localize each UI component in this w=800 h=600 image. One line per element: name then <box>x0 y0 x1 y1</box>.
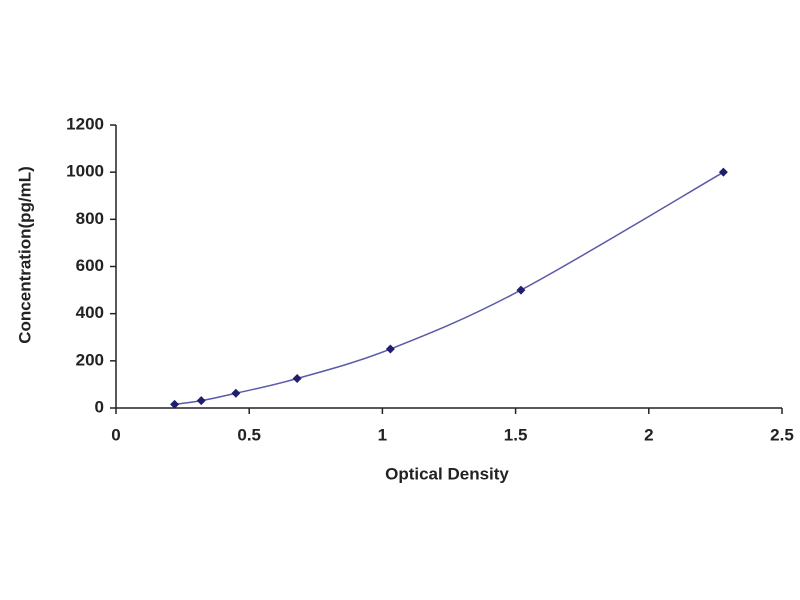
data-point <box>231 388 241 398</box>
x-tick-label: 1.5 <box>504 425 528 444</box>
data-point <box>516 285 526 295</box>
y-tick-label: 1200 <box>66 114 104 133</box>
x-tick-label: 1 <box>378 425 387 444</box>
data-point <box>196 396 206 406</box>
y-tick-label: 200 <box>76 350 104 369</box>
y-tick-label: 0 <box>95 397 104 416</box>
data-point <box>170 399 180 409</box>
data-point <box>718 167 728 177</box>
x-tick-label: 2 <box>644 425 653 444</box>
data-point <box>385 344 395 354</box>
y-tick-label: 400 <box>76 303 104 322</box>
y-tick-label: 600 <box>76 256 104 275</box>
x-axis-label: Optical Density <box>385 464 509 483</box>
x-tick-label: 2.5 <box>770 425 794 444</box>
x-tick-label: 0.5 <box>237 425 261 444</box>
y-tick-label: 800 <box>76 209 104 228</box>
x-tick-label: 0 <box>111 425 120 444</box>
y-tick-label: 1000 <box>66 162 104 181</box>
data-point <box>292 374 302 384</box>
fit-curve <box>174 171 724 406</box>
y-axis-label: Concentration(pg/mL) <box>15 166 34 344</box>
